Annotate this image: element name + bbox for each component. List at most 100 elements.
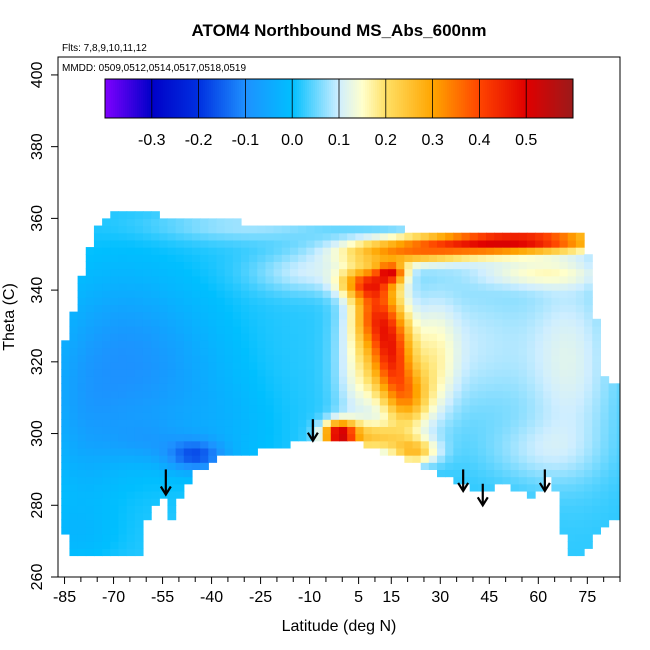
heatmap-cell <box>69 369 79 377</box>
heatmap-cell <box>518 275 528 284</box>
heatmap-cell <box>567 354 577 363</box>
heatmap-cell <box>151 447 160 456</box>
heatmap-cell <box>330 333 340 341</box>
heatmap-cell <box>371 297 381 306</box>
heatmap-cell <box>118 483 128 492</box>
heatmap-cell <box>559 311 569 320</box>
heatmap-cell <box>535 347 544 356</box>
heatmap-cell <box>183 447 193 456</box>
heatmap-cell <box>126 311 136 320</box>
heatmap-cell <box>502 261 512 270</box>
heatmap-cell <box>126 232 136 241</box>
heatmap-cell <box>93 311 103 320</box>
colorbar-swatch <box>231 79 234 118</box>
colorbar-swatch <box>199 79 202 118</box>
heatmap-cell <box>600 512 610 521</box>
heatmap-cell <box>600 476 610 485</box>
heatmap-cell <box>126 490 136 499</box>
heatmap-cell <box>175 490 185 499</box>
heatmap-cell <box>126 526 136 535</box>
colorbar-swatch <box>253 79 256 118</box>
heatmap-cell <box>208 347 218 356</box>
heatmap-cell <box>453 376 463 384</box>
heatmap-cell <box>85 261 95 270</box>
colorbar-swatch <box>443 79 446 118</box>
heatmap-cell <box>584 505 593 514</box>
heatmap-cell <box>428 254 438 263</box>
heatmap-cell <box>330 232 340 241</box>
heatmap-cell <box>167 490 177 499</box>
heatmap-cell <box>453 404 463 413</box>
heatmap-cell <box>339 290 348 298</box>
heatmap-cell <box>142 404 152 413</box>
heatmap-cell <box>77 325 87 334</box>
heatmap-cell <box>265 232 275 241</box>
heatmap-cell <box>551 369 561 377</box>
heatmap-cell <box>126 455 136 463</box>
heatmap-cell <box>592 369 601 377</box>
heatmap-cell <box>502 333 512 341</box>
heatmap-cell <box>273 440 283 449</box>
heatmap-cell <box>445 462 454 471</box>
heatmap-cell <box>134 404 144 413</box>
heatmap-cell <box>102 419 111 427</box>
colorbar-swatch <box>343 79 346 118</box>
heatmap-cell <box>110 476 120 485</box>
heatmap-cell <box>461 390 471 399</box>
heatmap-cell <box>567 254 577 263</box>
heatmap-cell <box>102 333 111 341</box>
heatmap-cell <box>584 333 593 341</box>
heatmap-cell <box>289 282 299 291</box>
heatmap-cell <box>322 412 332 420</box>
heatmap-cell <box>379 383 389 392</box>
heatmap-cell <box>396 433 405 442</box>
heatmap-cell <box>175 290 185 298</box>
heatmap-cell <box>404 254 414 263</box>
heatmap-cell <box>69 440 79 449</box>
heatmap-cell <box>85 304 95 313</box>
flight-arrow <box>457 469 470 494</box>
heatmap-cell <box>118 311 128 320</box>
heatmap-cell <box>477 426 487 435</box>
heatmap-cell <box>240 247 250 255</box>
heatmap-cell <box>412 455 422 463</box>
heatmap-cell <box>249 275 258 284</box>
heatmap-cell <box>461 433 471 442</box>
heatmap-cell <box>142 498 152 506</box>
heatmap-cell <box>592 447 601 456</box>
heatmap-cell <box>232 419 242 427</box>
heatmap-cell <box>167 225 177 234</box>
heatmap-cell <box>428 275 438 284</box>
heatmap-cell <box>551 340 561 349</box>
heatmap-cell <box>200 440 209 449</box>
colorbar-swatch <box>319 79 322 118</box>
heatmap-cell <box>159 325 169 334</box>
heatmap-cell <box>339 311 348 320</box>
heatmap-cell <box>126 333 136 341</box>
colorbar-tick-label: 0.5 <box>515 132 537 149</box>
colorbar-swatch <box>565 79 568 118</box>
heatmap-cell <box>551 455 561 463</box>
heatmap-cell <box>232 311 242 320</box>
heatmap-cell <box>469 455 479 463</box>
heatmap-cell <box>339 426 348 435</box>
heatmap-cell <box>404 275 414 284</box>
heatmap-cell <box>469 261 479 270</box>
heatmap-cell <box>543 325 552 334</box>
heatmap-cell <box>216 354 226 363</box>
heatmap-cell <box>412 232 422 241</box>
heatmap-cell <box>314 404 324 413</box>
heatmap-cell <box>600 397 610 406</box>
heatmap-cell <box>567 397 577 406</box>
heatmap-cell <box>535 340 544 349</box>
heatmap-cell <box>110 469 120 478</box>
heatmap-cell <box>477 369 487 377</box>
heatmap-cell <box>347 369 356 377</box>
heatmap-cell <box>330 376 340 384</box>
heatmap-cell <box>437 376 446 384</box>
heatmap-cell <box>265 304 275 313</box>
heatmap-cell <box>151 325 160 334</box>
heatmap-cell <box>502 426 512 435</box>
heatmap-cell <box>559 433 569 442</box>
